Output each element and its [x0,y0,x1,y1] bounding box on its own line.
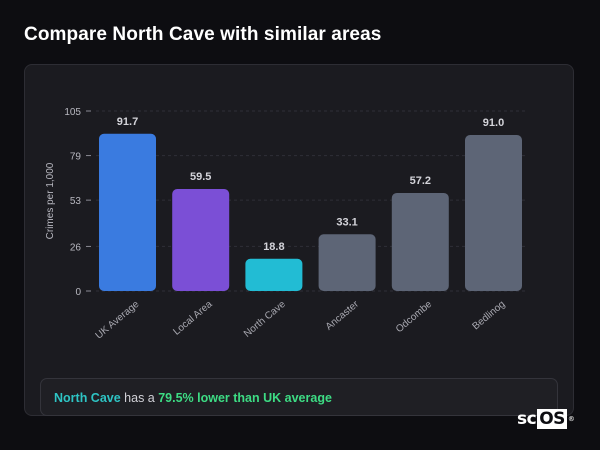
bar [99,133,156,291]
bar-value-label: 91.0 [483,117,504,129]
page-title: Compare North Cave with similar areas [24,24,382,45]
bar-value-label: 91.7 [117,116,138,128]
logo-prefix: sc [517,409,537,429]
x-tick-label: Bedlinog [471,299,508,332]
bar [318,234,376,291]
bar-value-label: 57.2 [410,175,431,187]
x-tick-label: Local Area [171,299,215,338]
bar [391,192,449,291]
y-tick-label: 105 [64,107,81,118]
x-tick-label: UK Average [94,299,142,342]
y-tick-label: 26 [70,242,82,253]
x-tick-label: Odcombe [394,299,435,336]
y-tick-label: 0 [75,287,81,298]
summary-comparison: 79.5% lower than UK average [158,391,332,405]
x-tick-label: North Cave [242,299,288,340]
summary-banner: North Cave has a 79.5% lower than UK ave… [40,378,558,416]
y-axis-label: Crimes per 1,000 [45,162,56,239]
bar [172,189,230,291]
bar-value-label: 59.5 [190,171,211,183]
summary-area-name: North Cave [54,391,121,405]
scos-logo: sc OS ® [517,409,575,429]
logo-boxed: OS [537,409,567,429]
x-tick-label: Ancaster [324,298,362,332]
bar [465,135,522,291]
y-tick-label: 53 [70,196,82,207]
y-tick-label: 79 [70,152,82,163]
summary-text: has a [120,391,159,405]
logo-registered-mark: ® [567,415,575,423]
bar-value-label: 18.8 [263,241,284,253]
bar [245,258,303,291]
bar-value-label: 33.1 [336,216,357,228]
